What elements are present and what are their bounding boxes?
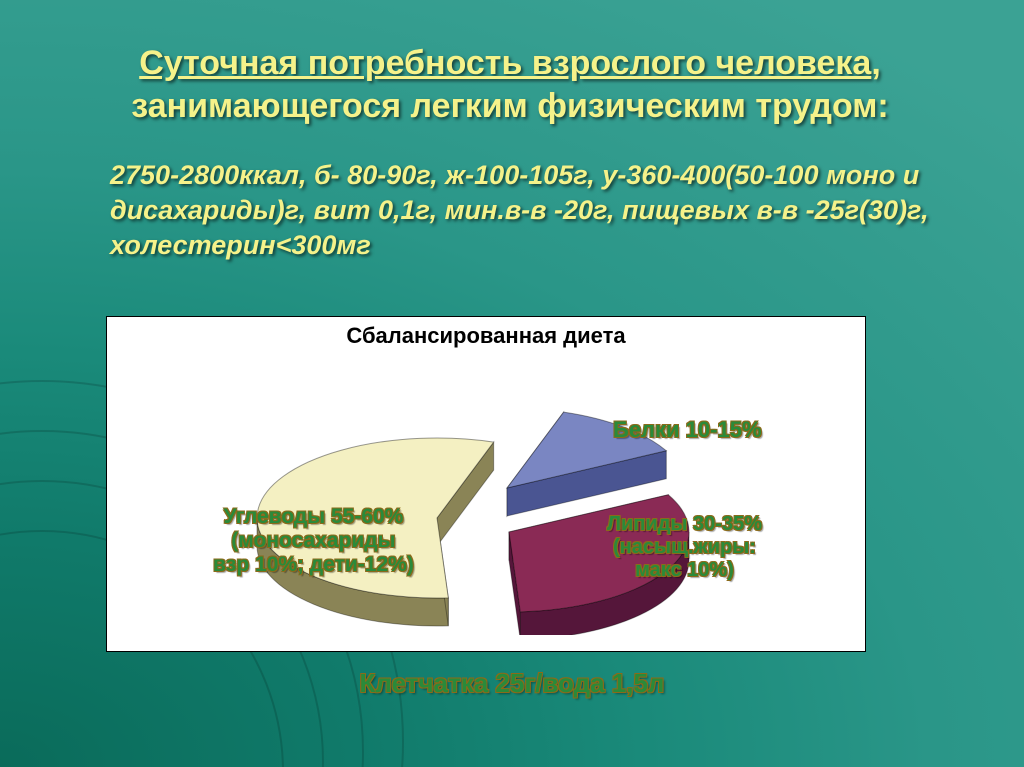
page-title: Суточная потребность взрослого человека,… (60, 42, 960, 127)
slide: Суточная потребность взрослого человека,… (0, 0, 1024, 767)
label-carbs: Углеводы 55-60% (моносахариды взр 10%; д… (213, 505, 414, 577)
title-underlined: Суточная потребность взрослого человека (139, 44, 871, 82)
body-text: 2750-2800ккал, б- 80-90г, ж-100-105г, у-… (110, 158, 930, 263)
chart-title: Сбалансированная диета (107, 323, 865, 349)
label-lipids: Липиды 30-35% (насыщ.жиры: макс 10%) (607, 513, 762, 582)
chart-container: Сбалансированная диета Углеводы 55-60% (… (106, 316, 866, 652)
title-tail: , (871, 44, 880, 82)
footer-text: Клетчатка 25г/вода 1,5л (0, 668, 1024, 699)
title-line2: занимающегося легким физическим трудом: (131, 87, 889, 125)
label-proteins: Белки 10-15% (613, 417, 762, 442)
title-block: Суточная потребность взрослого человека,… (60, 42, 960, 127)
